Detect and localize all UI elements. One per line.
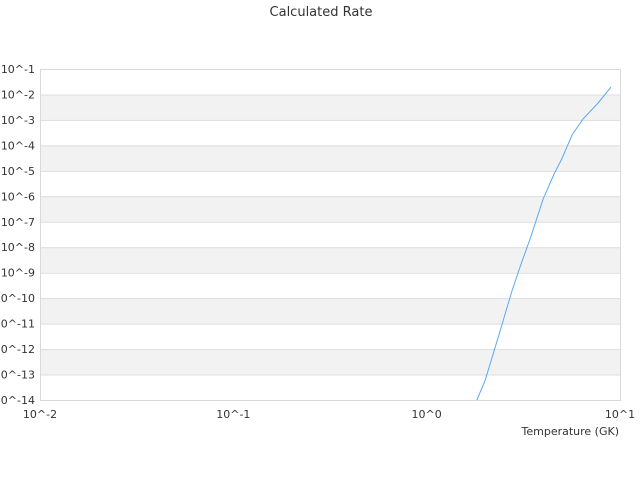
- grid-band: [40, 196, 620, 222]
- x-tick-label: 10^1: [605, 408, 635, 421]
- series-line: [476, 86, 612, 401]
- y-tick-labels: 10^-1 10^-2 10^-3 10^-4 10^-5 10^-6 10^-7 10^-8…: [0, 63, 35, 407]
- plot-border: [40, 69, 621, 401]
- y-tick-label: 10^-8: [1, 241, 35, 254]
- grid-bands: [40, 94, 620, 376]
- series-group: [476, 86, 612, 401]
- y-tick-label: 10^-12: [0, 343, 35, 356]
- y-tick-label: 10^-1: [1, 63, 35, 76]
- grid-band: [40, 247, 620, 273]
- chart-title: Calculated Rate: [270, 5, 373, 20]
- y-tick-label: 10^-14: [0, 394, 35, 407]
- x-tick-labels: 10^-2 10^-1 10^0 10^1: [23, 408, 635, 421]
- y-tick-label: 10^-9: [1, 267, 35, 280]
- y-tick-label: 10^-4: [1, 139, 35, 152]
- grid-band: [40, 94, 620, 120]
- y-tick-label: 10^-6: [1, 190, 35, 203]
- y-tick-label: 10^-3: [1, 114, 35, 127]
- x-tick-label: 10^-2: [23, 408, 57, 421]
- y-tick-label: 10^-10: [0, 292, 35, 305]
- x-tick-label: 10^-1: [216, 408, 250, 421]
- y-tick-label: 10^-11: [0, 318, 35, 331]
- y-tick-label: 10^-2: [1, 88, 35, 101]
- grid-band: [40, 298, 620, 324]
- y-tick-label: 10^-7: [1, 216, 35, 229]
- y-tick-label: 10^-13: [0, 369, 35, 382]
- y-tick-label: 10^-5: [1, 165, 35, 178]
- x-axis-label: Temperature (GK): [521, 425, 620, 438]
- grid-band: [40, 145, 620, 171]
- grid-band: [40, 349, 620, 375]
- x-tick-label: 10^0: [412, 408, 442, 421]
